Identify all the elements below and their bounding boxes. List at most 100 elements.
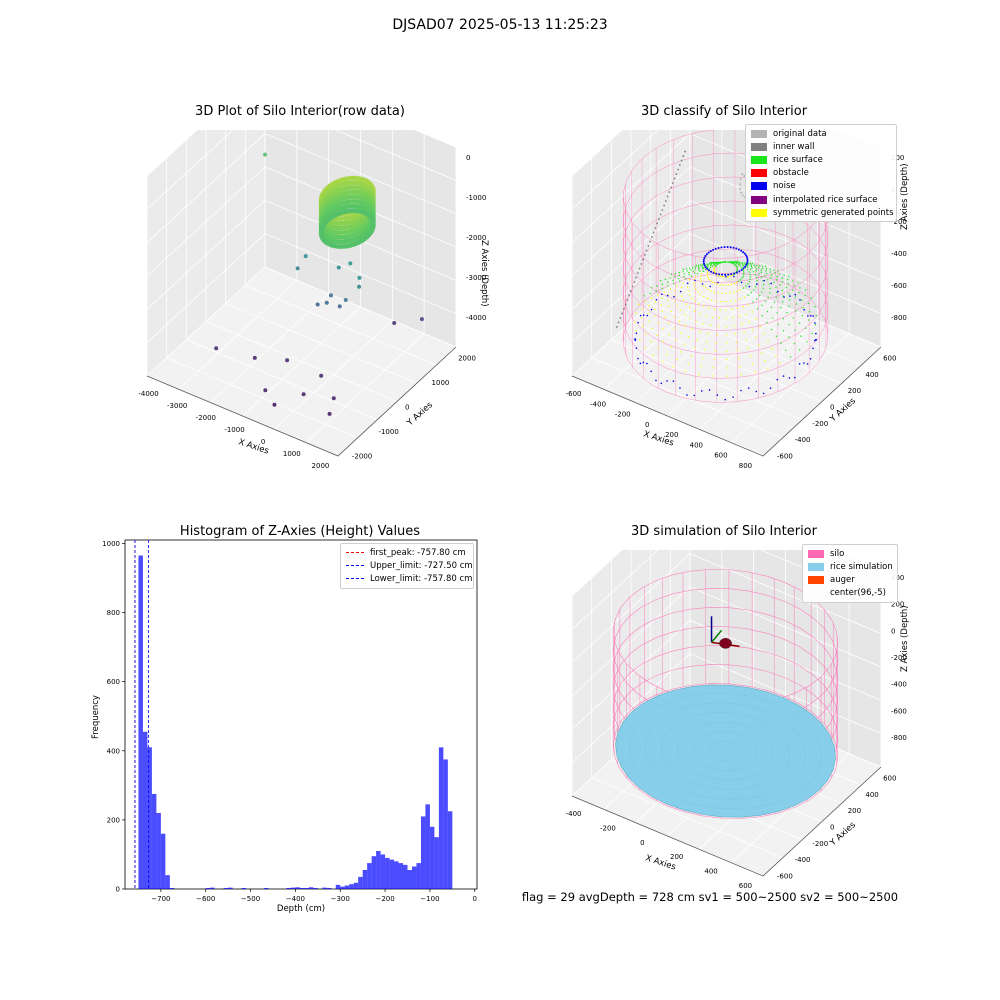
surface-point — [774, 272, 776, 274]
noise-point — [745, 263, 748, 266]
y-tick-label: -2000 — [352, 453, 372, 461]
data-point — [315, 302, 320, 307]
data-point — [392, 321, 397, 326]
original-point — [739, 187, 742, 190]
x-tick-label: 0 — [261, 438, 265, 446]
surface-point — [667, 281, 669, 283]
surface-point — [702, 266, 704, 269]
surface-point — [713, 291, 716, 293]
noise-point — [686, 282, 689, 285]
inner-wall-point — [617, 321, 620, 324]
surface-point — [756, 264, 758, 267]
x-tick-label: 0 — [645, 421, 649, 429]
z-axis-label: Z Axies (Depth) — [900, 163, 910, 230]
noise-point — [732, 246, 735, 249]
surface-point — [707, 277, 710, 279]
surface-point — [656, 285, 658, 287]
inner-wall-point — [631, 285, 634, 288]
surface-point — [789, 299, 791, 301]
y-tick-label: 200 — [107, 816, 120, 824]
surface-point — [749, 355, 752, 358]
surface-point — [695, 264, 698, 267]
surface-point — [682, 299, 685, 302]
noise-point — [707, 251, 710, 254]
surface-point — [755, 298, 758, 300]
surface-point — [747, 294, 749, 296]
surface-point — [788, 305, 790, 308]
surface-point — [710, 290, 712, 292]
noise-point — [789, 295, 791, 297]
surface-point — [770, 277, 772, 279]
legend-swatch — [751, 195, 767, 204]
data-point — [272, 402, 277, 407]
surface-point — [721, 275, 723, 278]
legend-swatch — [751, 208, 767, 217]
surface-point — [683, 313, 686, 316]
surface-point — [691, 267, 694, 269]
surface-point — [674, 290, 676, 292]
y-ticks: -2000 -1000 0 1000 2000 — [352, 354, 476, 460]
surface-point — [782, 301, 784, 303]
surface-point — [741, 323, 743, 326]
surface-point — [769, 268, 771, 271]
surface-point — [687, 335, 690, 338]
surface-point — [694, 300, 696, 302]
histogram-bar — [151, 793, 157, 889]
surface-point — [764, 265, 767, 268]
z-tick-label: -600 — [891, 282, 907, 290]
noise-point — [756, 283, 758, 285]
rice-mesh — [629, 693, 822, 810]
histogram-bar — [394, 861, 399, 889]
rice-surface — [615, 684, 836, 818]
surface-point — [662, 328, 664, 330]
histogram-bar — [438, 747, 444, 889]
surface-point — [795, 303, 798, 305]
noise-point — [730, 273, 733, 276]
surface-point — [743, 296, 746, 298]
surface-point — [699, 264, 702, 266]
surface-point — [749, 273, 751, 276]
surface-point — [814, 305, 816, 308]
surface-point — [725, 317, 727, 319]
surface-point — [680, 286, 683, 288]
surface-point — [756, 279, 758, 282]
noise-point — [679, 290, 682, 293]
surface-point — [701, 265, 703, 267]
surface-point — [773, 301, 776, 304]
surface-point — [705, 286, 707, 289]
surface-point — [650, 297, 653, 299]
surface-point — [746, 269, 749, 271]
y-tick-label: 400 — [865, 791, 878, 799]
noise-point — [709, 285, 712, 288]
noise-point — [783, 296, 785, 298]
noise-point — [738, 270, 741, 273]
noise-point — [748, 285, 751, 288]
surface-point — [693, 310, 696, 312]
surface-point — [730, 275, 732, 277]
histogram-bar — [304, 887, 309, 889]
y-ticks: -600 -400-2000 200 400 600 — [777, 354, 897, 460]
histogram-bar — [358, 876, 363, 889]
inner-wall-point — [670, 186, 672, 189]
noise-point — [735, 247, 738, 250]
surface-point — [758, 294, 761, 297]
surface-point — [723, 276, 725, 278]
surface-point — [701, 357, 704, 359]
surface-point — [721, 292, 723, 295]
x-tick-label: −200 — [375, 895, 394, 903]
surface-point — [738, 357, 740, 360]
figure-title: DJSAD07 2025-05-13 11:25:23 — [392, 17, 608, 33]
surface-point — [713, 268, 715, 270]
data-points — [214, 152, 424, 416]
surface-point — [794, 296, 797, 298]
legend-item: Lower_limit: -757.80 cm — [346, 572, 472, 585]
noise-point — [708, 269, 711, 272]
surface-point — [762, 280, 764, 282]
surface-point — [655, 315, 657, 317]
grid-line — [414, 130, 457, 148]
surface-point — [781, 277, 784, 279]
inner-wall-point — [615, 326, 618, 328]
surface-point — [674, 300, 676, 302]
surface-point — [648, 320, 650, 322]
surface-point — [700, 280, 702, 282]
